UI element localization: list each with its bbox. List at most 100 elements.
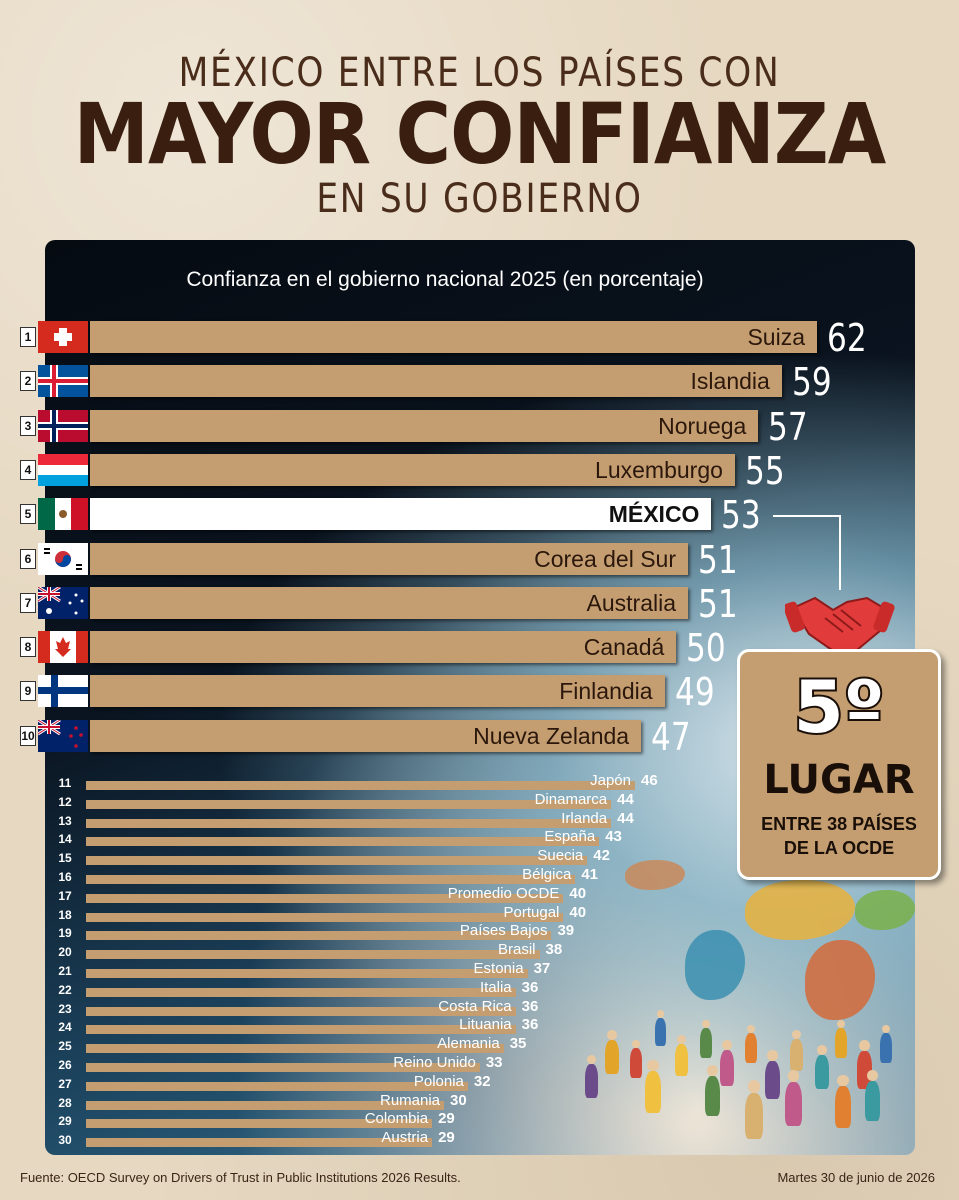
person-head: [656, 1010, 665, 1018]
bar-austria: [86, 1138, 433, 1148]
finlandia-flag-icon: [38, 675, 88, 708]
bar-value: 50: [686, 626, 726, 671]
bar-label: Corea del Sur: [534, 545, 677, 572]
person-head: [881, 1025, 891, 1034]
badge-place: 5º: [792, 665, 887, 749]
rank-number: 18: [58, 907, 72, 922]
bar-value: 51: [698, 537, 738, 582]
bar-value: 59: [791, 360, 832, 405]
bar-dinamarca: [86, 799, 612, 809]
bar-label: Noruega: [658, 412, 747, 439]
person-figure: [745, 1092, 763, 1139]
person-figure: [605, 1039, 619, 1074]
person-figure: [835, 1028, 847, 1059]
luxemburgo-flag-icon: [38, 453, 88, 486]
person-head: [747, 1080, 761, 1093]
ranking-badge: 5º LUGAR ENTRE 38 PAÍSES DE LA OCDE: [737, 649, 941, 880]
person-figure: [880, 1033, 892, 1064]
person-figure: [675, 1044, 688, 1077]
bar-irlanda: [86, 818, 612, 828]
person-figure: [765, 1060, 780, 1099]
australia-flag-icon: [38, 586, 88, 619]
bar-islandia: [90, 365, 782, 398]
rank-number: 13: [58, 813, 72, 828]
bar-value: 35: [509, 1035, 527, 1053]
bar-value: 42: [593, 847, 610, 865]
bar-label: Dinamarca: [534, 790, 608, 808]
bar-label: Suiza: [747, 324, 805, 350]
bar-label: Lituania: [459, 1016, 512, 1034]
bar-japon: [86, 781, 635, 790]
bar-label: Canadá: [583, 634, 665, 661]
person-figure: [700, 1028, 712, 1059]
bar-label: Bélgica: [522, 866, 572, 883]
person-figure: [585, 1064, 598, 1099]
bar-value: 40: [569, 903, 587, 921]
rank-number: 10: [20, 725, 36, 746]
bar-value: 62: [827, 316, 867, 360]
headline-main: MAYOR CONFIANZA: [73, 85, 887, 183]
bar-italia: [86, 987, 516, 997]
rank-number: 17: [58, 888, 72, 903]
rank-number: 15: [58, 851, 72, 866]
bar-label: Japón: [590, 772, 631, 789]
bar-value: 43: [605, 828, 622, 846]
bar-value: 47: [651, 714, 691, 759]
bar-brasil: [86, 950, 540, 960]
person-head: [647, 1060, 659, 1072]
bar-corea-del-sur: [90, 542, 689, 575]
person-head: [787, 1070, 800, 1082]
bar-label: Países Bajos: [459, 922, 548, 940]
bar-value: 40: [569, 884, 587, 902]
rank-number: 29: [58, 1114, 72, 1129]
bar-polonia: [86, 1081, 468, 1091]
bar-nueva-zelanda: [90, 719, 642, 752]
bar-label: MÉXICO: [608, 501, 700, 528]
person-figure: [865, 1080, 880, 1121]
rank-number: 2: [20, 371, 36, 392]
islandia-flag-icon: [38, 365, 88, 398]
suiza-flag-icon: [38, 321, 88, 353]
person-figure: [645, 1071, 661, 1114]
bar-value: 32: [473, 1072, 491, 1090]
bar-value: 30: [450, 1091, 467, 1109]
bar-value: 41: [581, 866, 598, 883]
source-note: Fuente: OECD Survey on Drivers of Trust …: [20, 1170, 461, 1185]
person-head: [791, 1030, 802, 1040]
bar-label: Irlanda: [561, 809, 608, 827]
bar-promedio-ocde: [86, 893, 564, 903]
bar-estonia: [86, 969, 528, 978]
bar-value: 44: [617, 809, 634, 827]
bar-label: Brasil: [498, 941, 536, 959]
bar-value: 49: [674, 670, 715, 715]
person-figure: [705, 1075, 720, 1116]
people-crowd-illustration: [45, 240, 915, 1155]
chart-title: Confianza en el gobierno nacional 2025 (…: [186, 268, 704, 291]
rank-number: 4: [20, 459, 36, 480]
handshake-icon: [785, 596, 895, 658]
bar-canada: [90, 631, 677, 664]
bar-label: Australia: [586, 589, 677, 616]
bar-label: Italia: [479, 978, 512, 996]
person-figure: [790, 1039, 803, 1072]
bar-reino-unido: [86, 1063, 480, 1072]
bar-value: 46: [641, 772, 658, 789]
person-head: [767, 1050, 778, 1061]
rank-number: 30: [58, 1133, 72, 1148]
badge-label: LUGAR: [763, 757, 915, 803]
bar-label: Nueva Zelanda: [473, 722, 630, 749]
rank-number: 22: [58, 982, 72, 997]
rank-number: 8: [20, 637, 36, 658]
rank-number: 19: [58, 926, 72, 941]
bar-label: Polonia: [413, 1072, 464, 1090]
person-figure: [655, 1017, 666, 1046]
corea-del-sur-flag-icon: [38, 542, 88, 575]
bar-label: Estonia: [473, 960, 524, 977]
bar-label: España: [544, 828, 596, 846]
badge-subtitle-line1: ENTRE 38 PAÍSES: [761, 814, 917, 834]
publish-date: Martes 30 de junio de 2026: [777, 1170, 935, 1185]
bar-value: 37: [533, 960, 551, 977]
bar-value: 55: [744, 448, 785, 493]
bar-value: 53: [721, 493, 762, 538]
person-head: [817, 1045, 827, 1055]
